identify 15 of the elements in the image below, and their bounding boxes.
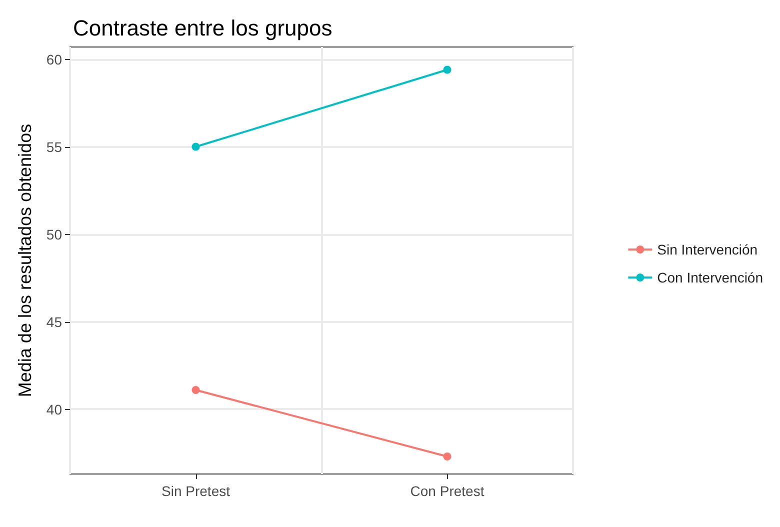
y-tick-label: 55 [46,138,62,155]
chart-title: Contraste entre los grupos [73,16,332,40]
y-tick-label: 50 [46,226,62,242]
y-tick-label: 40 [46,401,62,418]
point [192,142,200,151]
legend-label: Sin Intervención [657,242,758,258]
x-tick-label: Sin Pretest [162,483,230,499]
legend-label: Con Intervención [657,270,764,286]
y-tick-label: 60 [46,51,62,68]
x-tick-label: Con Pretest [410,483,484,499]
point [443,452,452,460]
point [443,66,452,74]
y-axis-title: Media de los resultados obtenidos [15,124,35,398]
y-tick-label: 45 [46,314,62,330]
point [192,386,200,394]
